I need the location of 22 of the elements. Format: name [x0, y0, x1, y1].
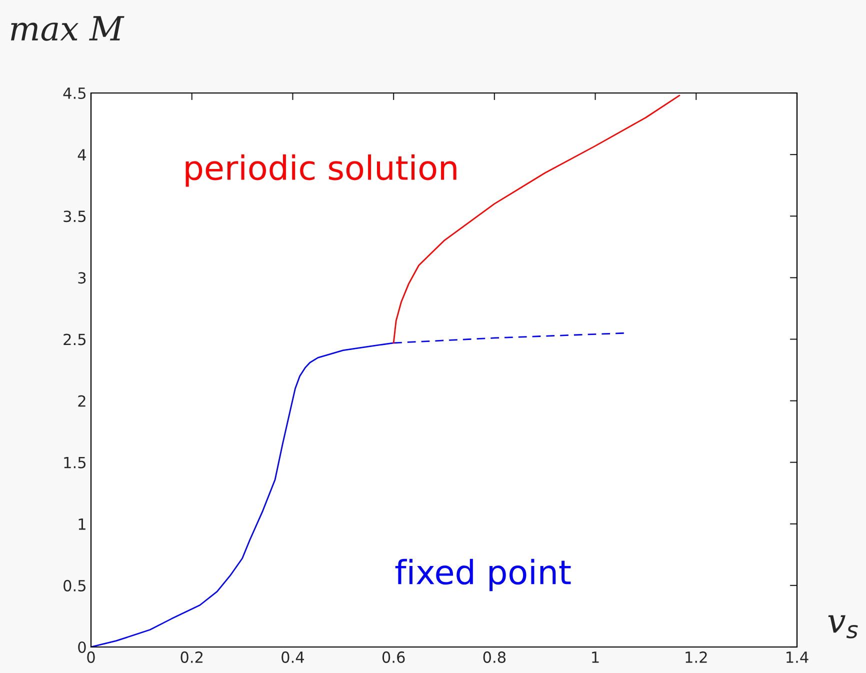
x-tick-label: 0.8	[483, 651, 506, 663]
x-tick-label: 0.2	[180, 651, 202, 663]
series-label: periodic solution	[186, 154, 456, 187]
x-axis-title: v$_{s}$	[828, 615, 858, 638]
y-tick-label: 0	[78, 641, 86, 654]
y-tick-label: 3.5	[64, 210, 86, 222]
text: fixed point	[395, 558, 571, 592]
y-tick-label: 1.5	[64, 457, 86, 468]
y-tick-label: 4.5	[63, 88, 86, 100]
x-tick-label: 1	[592, 652, 599, 663]
x-tick-label: 0.6	[382, 651, 405, 663]
y-tick-label: 3	[78, 272, 86, 284]
y-tick-label: 1	[78, 518, 86, 530]
y-tick-label: 2.5	[64, 334, 86, 346]
y-tick-label: 4	[78, 149, 86, 160]
x-tick-label: 1.2	[686, 651, 707, 663]
y-tick-label: 2	[78, 395, 86, 407]
y-tick-label: 0.5	[64, 580, 86, 592]
y-axis-title: max M	[11, 16, 124, 41]
x-tick-label: 0	[87, 651, 95, 663]
x-tick-label: 1.4	[786, 652, 808, 663]
x-tick-label: 0.4	[282, 651, 304, 663]
